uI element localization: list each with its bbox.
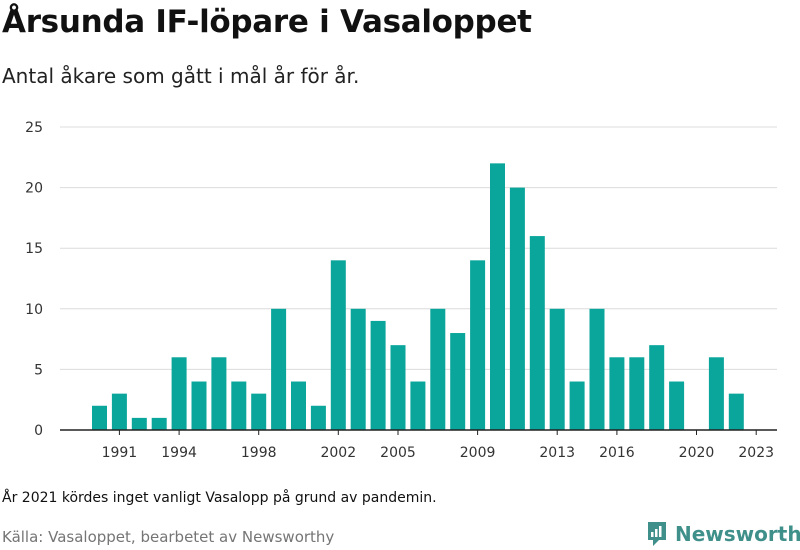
newsworthy-brand-name: Newsworthy: [675, 522, 800, 546]
bar: [251, 393, 267, 430]
x-tick-label: 1991: [102, 445, 138, 461]
y-tick-label: 20: [25, 181, 43, 197]
x-tick-label: 1998: [241, 445, 277, 461]
chart-note: År 2021 kördes inget vanligt Vasalopp på…: [2, 490, 437, 506]
newsworthy-logo-icon: [648, 522, 666, 546]
bar: [350, 308, 366, 430]
bar: [450, 333, 466, 430]
bar: [330, 260, 346, 430]
bar: [669, 381, 685, 430]
bar: [390, 345, 406, 430]
bar: [231, 381, 247, 430]
x-tick-label: 1994: [161, 445, 197, 461]
bar: [151, 417, 167, 430]
bar: [728, 393, 744, 430]
x-tick-label: 2016: [599, 445, 635, 461]
bar: [569, 381, 585, 430]
newsworthy-brand[interactable]: Newsworthy: [645, 520, 800, 548]
bar: [529, 236, 545, 430]
bar: [430, 308, 446, 430]
bar: [271, 308, 287, 430]
bar: [92, 405, 107, 430]
bar: [589, 308, 605, 430]
bar: [649, 345, 665, 430]
bar: [370, 320, 386, 430]
chart-title: Årsunda IF-löpare i Vasaloppet: [2, 4, 532, 40]
bar: [111, 393, 127, 430]
bar: [509, 187, 525, 430]
bar-chart: 0 5 10 15 20 25 1991 1994 1998 2002 2005 2009 2013 20…: [25, 120, 777, 461]
source-credit: Källa: Vasaloppet, bearbetet av Newswort…: [2, 528, 335, 546]
bar: [549, 308, 565, 430]
bar: [629, 357, 645, 430]
x-tick-label: 2020: [679, 445, 715, 461]
bar: [171, 357, 187, 430]
y-tick-label: 10: [25, 302, 43, 318]
x-tick-label: 2023: [738, 445, 774, 461]
bar: [310, 405, 326, 430]
bar: [211, 357, 227, 430]
y-tick-label: 5: [34, 362, 43, 378]
bar: [470, 260, 486, 430]
x-tick-label: 2002: [320, 445, 356, 461]
y-tick-label: 15: [25, 241, 43, 257]
x-tick-label: 2005: [380, 445, 416, 461]
bar: [131, 417, 147, 430]
x-tick-label: 2013: [539, 445, 575, 461]
bar: [291, 381, 306, 430]
bar: [490, 163, 505, 431]
bar: [609, 357, 625, 430]
bar: [708, 357, 724, 430]
bar: [410, 381, 426, 430]
chart-subtitle: Antal åkare som gått i mål år för år.: [2, 64, 360, 88]
y-tick-label: 25: [25, 120, 43, 136]
bar: [191, 381, 207, 430]
x-tick-label: 2009: [460, 445, 496, 461]
y-tick-label: 0: [34, 423, 43, 439]
